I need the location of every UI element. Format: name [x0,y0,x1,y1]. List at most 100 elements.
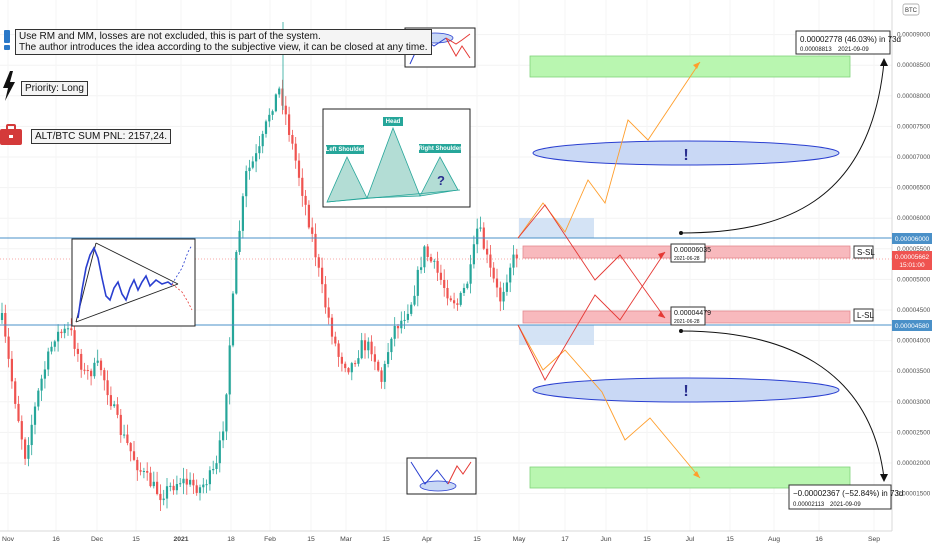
mini-top-red-alt [445,33,471,45]
neckline [326,189,461,203]
candle-body [304,195,307,205]
l-sl-label[interactable]: L-SL [853,308,874,322]
candle-body [47,351,50,370]
price-tick-label: 0.00005500 [897,246,931,253]
candle-body [350,363,353,373]
time-tick-label: 18 [227,536,235,543]
candle-body [466,283,469,288]
candle-body [291,134,294,144]
candle-body [50,346,53,352]
candle-body [60,331,63,334]
candle-body [446,287,449,299]
candle-body [502,291,505,302]
candle-body [357,358,360,364]
candle-body [119,414,122,435]
ellipse-upper [532,140,840,166]
candle-body [146,470,149,473]
time-tick-label: 15 [726,536,734,543]
candle-body [274,94,277,112]
candle-body [142,470,145,472]
ellipse-lower [532,377,840,403]
candle-body [387,352,390,364]
candle-body [10,358,13,382]
anchor-dot [679,329,683,333]
candle-body [380,370,383,382]
target-down-price: 0.00002113 [793,502,825,508]
candle-body [129,443,132,452]
candle-body [182,478,185,484]
time-tick-label: Nov [2,536,15,543]
target-up-box[interactable]: 0.00002778 (46.03%) in 73d 0.00008813 20… [795,30,901,55]
price-tick-label: 0.00006000 [897,215,931,222]
candle-body [426,246,429,257]
target-up-date: 2021-09-09 [838,47,869,53]
target-down-box[interactable]: −0.00002367 (−52.84%) in 73d 0.00002113 … [788,484,903,510]
candle-body [175,484,178,491]
candle-body [37,390,40,407]
price-tick-label: 0.00009000 [897,32,931,39]
entry-lower-price: 0.00004479 [674,310,711,317]
candle-body [241,196,244,231]
svg-text:0.00006000: 0.00006000 [895,236,930,243]
candle-body [370,341,373,355]
candle-body [231,293,235,346]
entry-lower-box[interactable]: 0.00004479 2021-06-28 [670,306,711,326]
candle-body [330,317,334,337]
price-tick-label: 0.00003500 [897,368,931,375]
candle-body [63,328,66,334]
double-bottom-mini-diagram [406,457,477,495]
candle-body [406,313,409,320]
candle-body [17,403,20,422]
price-tick-label: 0.00005000 [897,276,931,283]
candle-body [383,363,386,382]
candle-body [235,251,238,294]
svg-text:BTC: BTC [905,8,918,14]
candle-body [413,295,416,305]
candle-body [205,484,208,486]
candle-body [337,343,340,357]
question-mark-label: ? [437,173,445,188]
price-tick-label: 0.00004000 [897,338,931,345]
candle-body [311,227,314,234]
bull-projection-red [517,251,666,381]
mini-bottom-ellipse [419,480,457,492]
candle-body [377,361,380,371]
candle-body [347,368,350,373]
entry-upper-price: 0.00006035 [674,247,711,254]
candle-body [7,336,10,359]
candle-body [294,143,297,161]
candle-body [307,204,310,228]
price-tick-label: 0.00008000 [897,93,931,100]
currency-badge: BTC [902,3,920,16]
target-zone-lower [529,466,851,489]
candle-body [106,380,109,396]
time-tick-label: May [513,536,526,543]
candle-body [367,341,370,351]
candle-body [512,254,515,268]
candle-body [327,307,330,318]
target-zone-upper [529,55,851,78]
entry-upper-box[interactable]: 0.00006035 2021-06-28 [670,243,711,263]
time-tick-label: 15 [643,536,651,543]
candle-body [429,256,433,262]
candle-body [57,331,60,342]
candle-body [449,298,452,301]
candle-body [86,370,89,372]
price-tick-label: 0.00006500 [897,185,931,192]
candle-body [159,494,162,501]
candle-body [515,254,518,259]
candle-body [390,338,393,353]
s-sl-label[interactable]: S-SL [853,245,875,259]
left-shoulder-label: Left Shoulder [326,147,365,153]
candle-body [14,381,17,404]
candle-body [33,406,37,425]
time-tick-label: Mar [340,536,352,543]
right-shoulder-tag [419,144,461,153]
triangle-edge [95,242,179,285]
target-down-curve [680,330,885,479]
price-tick-label: 0.00008500 [897,62,931,69]
price-tick-label: 0.00001500 [897,491,931,498]
lightning-icon [3,71,15,101]
